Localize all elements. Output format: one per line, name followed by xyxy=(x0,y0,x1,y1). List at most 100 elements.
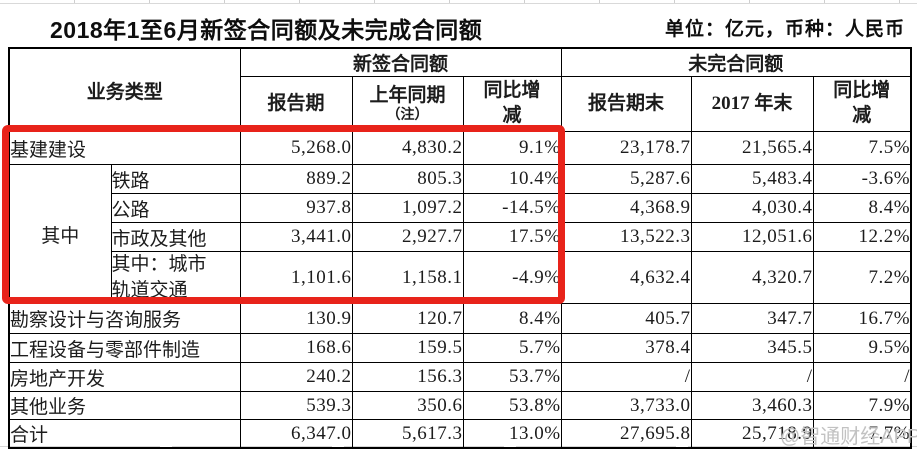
cell-value: 156.3 xyxy=(351,362,464,393)
cell-value: 5.7% xyxy=(462,333,562,364)
row-label: 勘察设计与咨询服务 xyxy=(8,303,241,335)
cell-value: 13,522.3 xyxy=(560,222,692,252)
cell-value: 345.5 xyxy=(690,333,814,364)
page-title: 2018年1至6月新签合同额及未完成合同额 xyxy=(50,17,483,43)
header-period-end: 报告期末 xyxy=(560,76,692,132)
header-yoy-change-new: 同比增减 xyxy=(462,76,562,132)
cell-value: 12.2% xyxy=(812,222,912,252)
table-row: 其中：城市轨道交通 1,101.6 1,158.1 -4.9% 4,632.4 … xyxy=(9,250,912,305)
cell-value: / xyxy=(690,362,814,393)
cell-value: 4,320.7 xyxy=(690,250,814,305)
header-sub-row: 报告期 上年同期 （注） 同比增减 报告期末 2017 年末 同比增减 xyxy=(9,76,912,132)
cell-value: 16.7% xyxy=(812,303,912,335)
header-uncompleted-group: 未完合同额 xyxy=(560,47,912,77)
cell-value: 53.7% xyxy=(462,362,562,393)
cell-value: 7.5% xyxy=(812,131,912,165)
row-label: 铁路 xyxy=(110,164,241,194)
row-label: 合计 xyxy=(8,419,241,449)
header-end-of-2017: 2017 年末 xyxy=(690,76,814,132)
table-row: 公路 937.8 1,097.2 -14.5% 4,368.9 4,030.4 … xyxy=(9,193,912,223)
cell-value: 1,158.1 xyxy=(351,250,464,305)
row-label: 其他业务 xyxy=(8,391,241,421)
cell-value: / xyxy=(812,362,912,393)
table-row: 基建建设 5,268.0 4,830.2 9.1% 23,178.7 21,56… xyxy=(8,131,912,165)
table-row: 房地产开发 240.2 156.3 53.7% / / / xyxy=(8,362,912,393)
cell-value: 5,268.0 xyxy=(239,131,353,165)
cell-value: 159.5 xyxy=(351,333,464,364)
title-row: 2018年1至6月新签合同额及未完成合同额 单位：亿元，币种：人民币 xyxy=(0,8,917,46)
cell-value: 4,368.9 xyxy=(560,193,692,223)
header-reporting-period: 报告期 xyxy=(239,76,353,132)
cell-value: 8.4% xyxy=(462,303,562,335)
cell-value: 4,030.4 xyxy=(690,193,814,223)
cell-value: 937.8 xyxy=(239,193,353,223)
cell-value: 4,830.2 xyxy=(351,131,464,165)
table-row-total: 合计 6,347.0 5,617.3 13.0% 27,695.8 25,718… xyxy=(8,419,912,449)
cell-value: -4.9% xyxy=(462,250,562,305)
cell-value: 130.9 xyxy=(239,303,353,335)
cell-value: 5,617.3 xyxy=(351,419,464,449)
row-label: 基建建设 xyxy=(8,131,241,165)
cell-value: 405.7 xyxy=(560,303,692,335)
cell-value: 168.6 xyxy=(239,333,353,364)
cell-value: 889.2 xyxy=(239,164,353,194)
table-row: 市政及其他 3,441.0 2,927.7 17.5% 13,522.3 12,… xyxy=(9,222,912,252)
cell-value: 1,097.2 xyxy=(351,193,464,223)
cell-value: 10.4% xyxy=(462,164,562,194)
header-business-type: 业务类型 xyxy=(8,47,241,132)
cell-value: -14.5% xyxy=(462,193,562,223)
cell-value: 21,565.4 xyxy=(690,131,814,165)
cell-value: 4,632.4 xyxy=(560,250,692,305)
cell-value: 9.1% xyxy=(462,131,562,165)
cell-value: 539.3 xyxy=(239,391,353,421)
row-label: 其中：城市轨道交通 xyxy=(110,250,241,305)
header-note-suffix: （注） xyxy=(386,108,429,124)
cell-value: 3,460.3 xyxy=(690,391,814,421)
row-label: 房地产开发 xyxy=(8,362,241,393)
header-prior-year-period: 上年同期 （注） xyxy=(351,76,464,132)
cell-value: 13.0% xyxy=(462,419,562,449)
cell-value: 27,695.8 xyxy=(560,419,692,449)
cell-value: 350.6 xyxy=(351,391,464,421)
cell-value: 7.2% xyxy=(812,250,912,305)
cell-value: 3,733.0 xyxy=(560,391,692,421)
table-row: 其他业务 539.3 350.6 53.8% 3,733.0 3,460.3 7… xyxy=(8,391,912,421)
cell-value: 3,441.0 xyxy=(239,222,353,252)
cell-value: 17.5% xyxy=(462,222,562,252)
cell-value: 7.7% xyxy=(812,419,912,449)
cell-value: 240.2 xyxy=(239,362,353,393)
header-group-row: 业务类型 新签合同额 未完合同额 xyxy=(8,47,912,132)
spreadsheet-grid-remnant-top xyxy=(0,0,917,4)
cell-value: / xyxy=(560,362,692,393)
cell-value: 347.7 xyxy=(690,303,814,335)
cell-value: 25,718.9 xyxy=(690,419,814,449)
cell-value: 7.9% xyxy=(812,391,912,421)
cell-value: 5,287.6 xyxy=(560,164,692,194)
cell-value: 12,051.6 xyxy=(690,222,814,252)
watermark-zhitongcaijing: @智通财经APP xyxy=(780,426,917,448)
table-row: 其中 铁路 889.2 805.3 10.4% 5,287.6 5,483.4 … xyxy=(8,163,912,305)
cell-value: 805.3 xyxy=(351,164,464,194)
header-prior-year-label: 上年同期 xyxy=(369,85,446,107)
unit-currency-note: 单位：亿元，币种：人民币 xyxy=(664,19,905,40)
cell-value: -3.6% xyxy=(812,164,912,194)
cell-value: 53.8% xyxy=(462,391,562,421)
header-yoy-change-uncompleted: 同比增减 xyxy=(812,76,912,132)
contracts-table: 业务类型 新签合同额 未完合同额 报告期 上年同期 （注） 同比增减 报告期末 2… xyxy=(8,47,913,450)
row-label: 公路 xyxy=(110,193,241,223)
cell-value: 9.5% xyxy=(812,333,912,364)
table-row: 勘察设计与咨询服务 130.9 120.7 8.4% 405.7 347.7 1… xyxy=(8,303,912,335)
row-label: 工程设备与零部件制造 xyxy=(8,333,241,364)
header-new-signed-group: 新签合同额 xyxy=(239,47,562,77)
cell-value: 378.4 xyxy=(560,333,692,364)
row-label: 市政及其他 xyxy=(110,222,241,252)
cell-value: 2,927.7 xyxy=(351,222,464,252)
cell-value: 120.7 xyxy=(351,303,464,335)
section-label-qizhong: 其中 xyxy=(8,163,112,305)
table-row: 工程设备与零部件制造 168.6 159.5 5.7% 378.4 345.5 … xyxy=(8,333,912,364)
cell-value: 5,483.4 xyxy=(690,164,814,194)
cell-value: 8.4% xyxy=(812,193,912,223)
cell-value: 23,178.7 xyxy=(560,131,692,165)
cell-value: 6,347.0 xyxy=(239,419,353,449)
